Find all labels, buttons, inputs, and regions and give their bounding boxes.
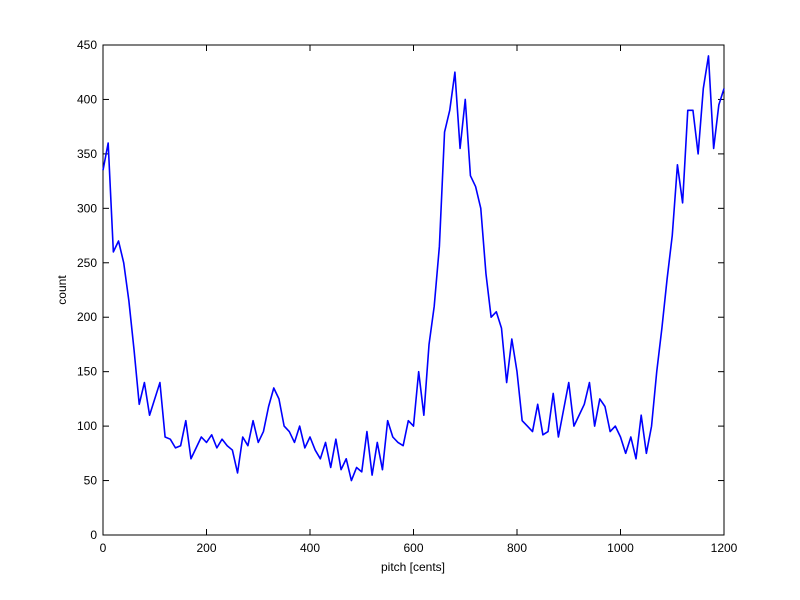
data-line <box>102 55 725 482</box>
x-tick-label: 200 <box>196 541 216 555</box>
x-axis-label: pitch [cents] <box>381 560 445 574</box>
y-tick-label: 400 <box>77 92 97 106</box>
y-tick-label: 100 <box>77 419 97 433</box>
y-axis-label: count <box>55 275 69 305</box>
y-tick-label: 450 <box>77 38 97 52</box>
axes-box <box>102 44 725 536</box>
x-tick-label: 1200 <box>711 541 738 555</box>
y-tick-label: 50 <box>84 474 98 488</box>
y-tick-label: 150 <box>77 365 97 379</box>
y-tick-label: 200 <box>77 310 97 324</box>
x-tick-label: 0 <box>100 541 107 555</box>
y-tick-label: 0 <box>90 528 97 542</box>
y-tick-label: 300 <box>77 201 97 215</box>
x-tick-label: 600 <box>403 541 423 555</box>
x-tick-label: 1000 <box>607 541 634 555</box>
x-tick-label: 800 <box>507 541 527 555</box>
x-tick-label: 400 <box>300 541 320 555</box>
y-tick-label: 350 <box>77 147 97 161</box>
y-tick-label: 250 <box>77 256 97 270</box>
